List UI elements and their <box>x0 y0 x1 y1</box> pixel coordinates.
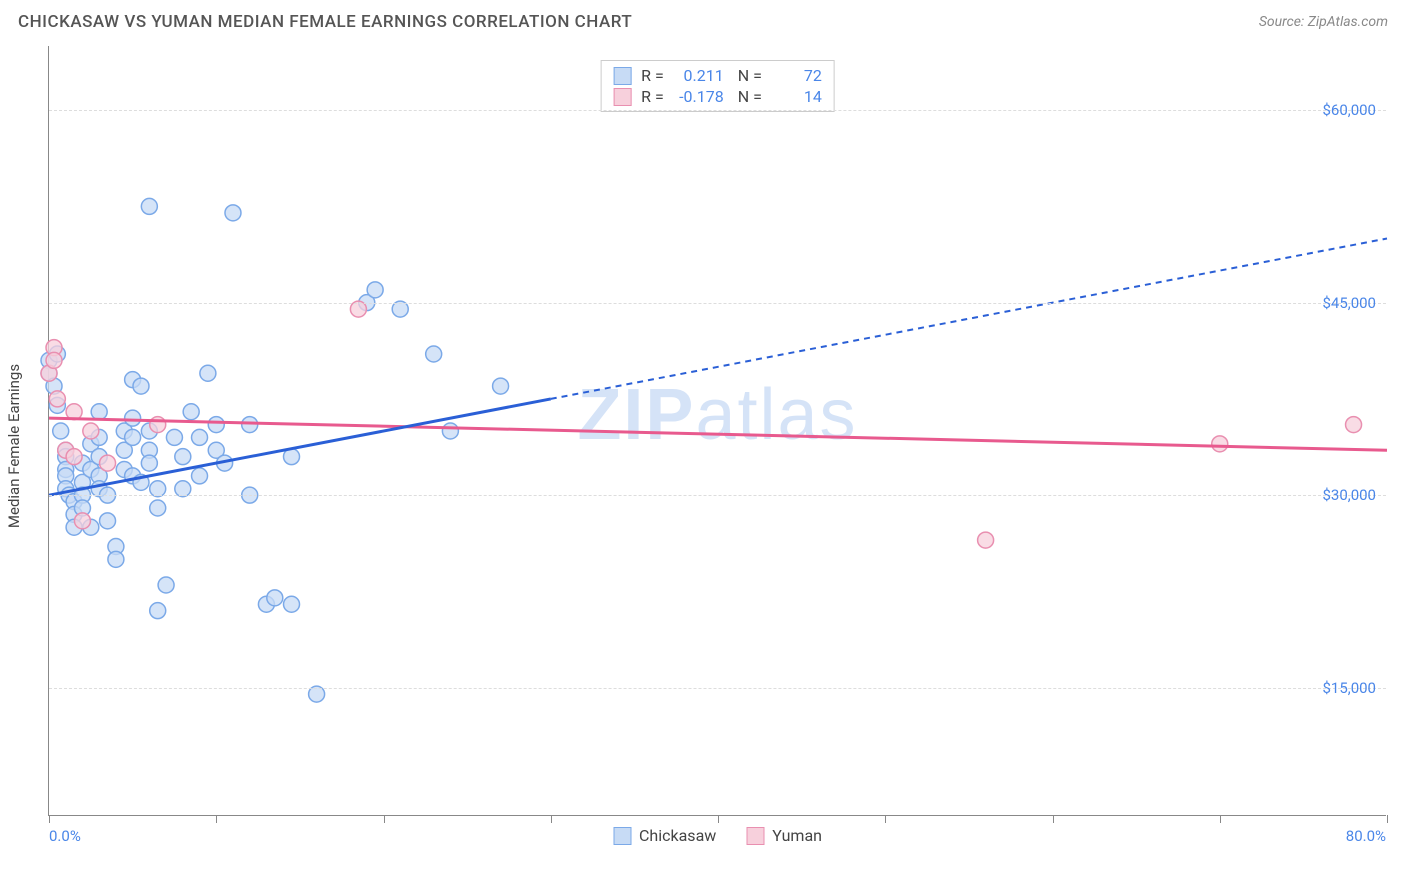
swatch-chickasaw <box>613 67 631 85</box>
x-axis-max-label: 80.0% <box>1346 827 1386 845</box>
legend-item-chickasaw: Chickasaw <box>613 826 716 845</box>
chart-title: CHICKASAW VS YUMAN MEDIAN FEMALE EARNING… <box>18 12 632 32</box>
series-legend: Chickasaw Yuman <box>613 826 822 845</box>
r-value-yuman: -0.178 <box>674 87 724 106</box>
correlation-legend: R = 0.211 N = 72 R = -0.178 N = 14 <box>600 60 835 112</box>
y-tick-label: $60,000 <box>1322 101 1376 119</box>
y-tick-label: $15,000 <box>1322 679 1376 697</box>
source-attribution: Source: ZipAtlas.com <box>1259 14 1388 30</box>
scatter-plot-svg <box>49 46 1386 815</box>
x-axis-min-label: 0.0% <box>49 827 81 845</box>
swatch-yuman-bottom <box>746 827 764 845</box>
y-tick-label: $45,000 <box>1322 294 1376 312</box>
n-value-chickasaw: 72 <box>772 66 822 85</box>
r-value-chickasaw: 0.211 <box>674 66 724 85</box>
y-axis-label: Median Female Earnings <box>5 364 23 528</box>
legend-row-yuman: R = -0.178 N = 14 <box>613 86 822 107</box>
n-value-yuman: 14 <box>772 87 822 106</box>
swatch-chickasaw-bottom <box>613 827 631 845</box>
chart-plot-area: ZIPatlas R = 0.211 N = 72 R = -0.178 N =… <box>48 46 1386 816</box>
y-tick-label: $30,000 <box>1322 486 1376 504</box>
legend-row-chickasaw: R = 0.211 N = 72 <box>613 65 822 86</box>
swatch-yuman <box>613 88 631 106</box>
legend-item-yuman: Yuman <box>746 826 822 845</box>
